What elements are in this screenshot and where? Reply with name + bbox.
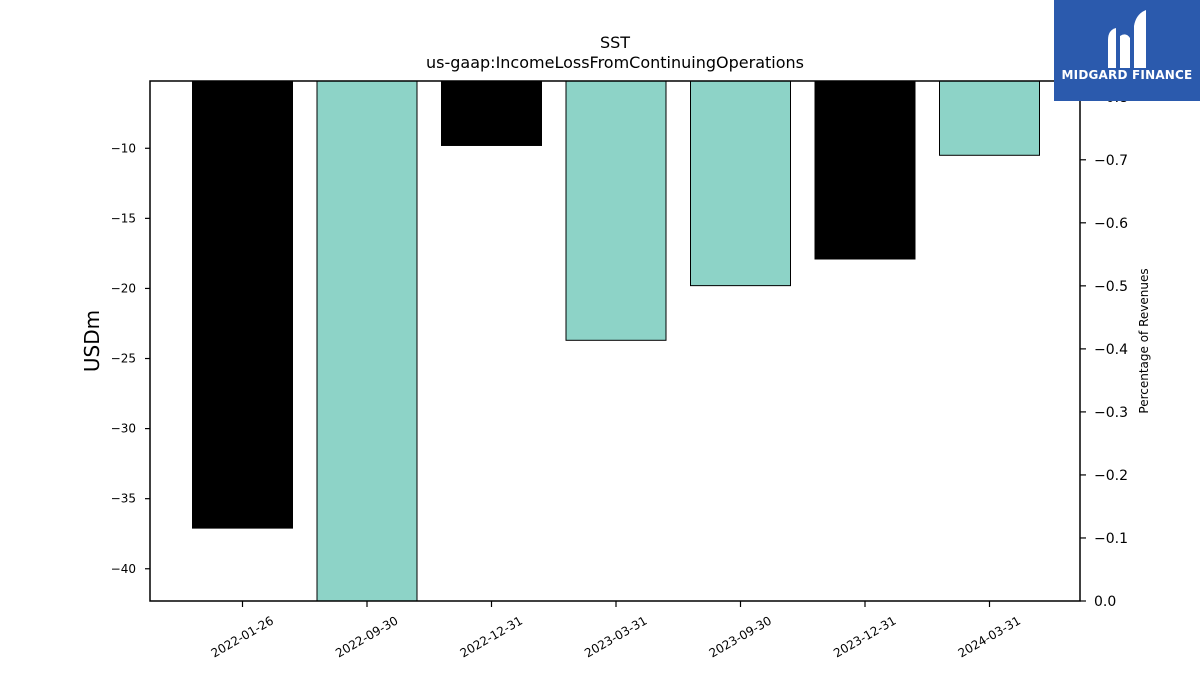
y-tick-label: −40	[111, 562, 136, 576]
bar-2023-09-30	[690, 80, 791, 287]
y-tick-label: −10	[111, 141, 136, 155]
y-tick-label: −25	[111, 352, 136, 366]
y-tick-label: −35	[111, 492, 136, 506]
bar-2022-09-30	[316, 80, 418, 602]
y-tick-label: −20	[111, 281, 136, 295]
y-tick-label: −15	[111, 211, 136, 225]
bar-2022-01-26	[192, 80, 293, 529]
bar-2024-03-31	[939, 80, 1040, 156]
y-axis-label: USDm	[80, 310, 104, 372]
x-tick-label: 2024-03-31	[956, 613, 1023, 660]
x-tick-label: 2023-09-30	[707, 613, 774, 660]
x-tick-label: 2022-12-31	[458, 613, 525, 660]
y-axis-right: 0.0−0.1−0.2−0.3−0.4−0.5−0.6−0.7−0.8	[1080, 90, 1128, 610]
x-tick-label: 2022-01-26	[209, 613, 276, 660]
plot-frame	[149, 80, 1081, 602]
chart-title: SST	[600, 33, 630, 52]
y2-tick-label: −0.4	[1094, 342, 1128, 358]
y2-tick-label: −0.6	[1094, 216, 1128, 232]
y2-tick-label: −0.1	[1094, 531, 1128, 547]
y2-axis-label: Percentage of Revenues	[1137, 268, 1151, 413]
y2-tick-label: −0.7	[1094, 153, 1128, 169]
brand-name: MIDGARD FINANCE	[1061, 68, 1193, 82]
y2-tick-label: −0.3	[1094, 405, 1128, 421]
bars-group	[192, 80, 1040, 602]
y2-tick-label: 0.0	[1094, 594, 1116, 610]
x-tick-label: 2023-03-31	[582, 613, 649, 660]
y-axis-left: −40 −35 −30 −25 −20 −15 −10	[111, 141, 150, 576]
x-tick-label: 2022-09-30	[333, 613, 400, 660]
y-tick-label: −30	[111, 422, 136, 436]
midgard-logo-icon	[1108, 10, 1146, 68]
y2-tick-label: −0.2	[1094, 468, 1128, 484]
bar-2023-03-31	[565, 80, 667, 341]
x-tick-label: 2023-12-31	[831, 613, 898, 660]
chart-subtitle: us-gaap:IncomeLossFromContinuingOperatio…	[426, 53, 804, 72]
bar-2022-12-31	[441, 80, 542, 146]
x-axis: 2022-01-26 2022-09-30 2022-12-31 2023-03-31…	[209, 601, 1023, 660]
y2-tick-label: −0.5	[1094, 279, 1128, 295]
brand-logo: MIDGARD FINANCE	[1054, 0, 1200, 101]
bar-2023-12-31	[814, 80, 916, 260]
